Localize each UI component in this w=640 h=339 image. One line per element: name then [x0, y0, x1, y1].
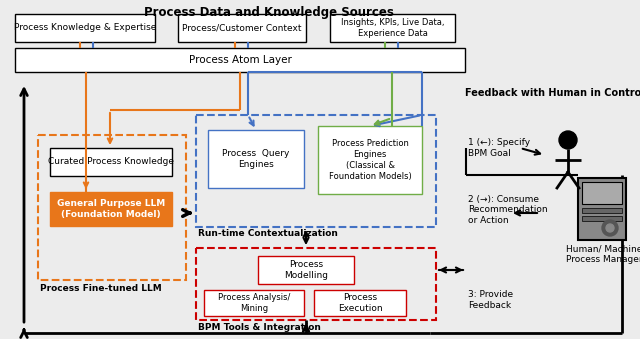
FancyBboxPatch shape [318, 126, 422, 194]
Text: Curated Process Knowledge: Curated Process Knowledge [48, 158, 174, 166]
Text: 2 (→): Consume
Recommendation
or Action: 2 (→): Consume Recommendation or Action [468, 195, 548, 225]
Circle shape [602, 220, 618, 236]
FancyBboxPatch shape [582, 216, 622, 221]
FancyBboxPatch shape [578, 178, 626, 240]
Text: Process
Modelling: Process Modelling [284, 260, 328, 280]
Text: Process  Query
Engines: Process Query Engines [222, 149, 290, 169]
Text: Process Prediction
Engines
(Classical &
Foundation Models): Process Prediction Engines (Classical & … [328, 139, 412, 181]
FancyBboxPatch shape [330, 14, 455, 42]
Text: Run-time Contextualization: Run-time Contextualization [198, 229, 338, 238]
FancyBboxPatch shape [15, 48, 465, 72]
Text: Process Fine-tuned LLM: Process Fine-tuned LLM [40, 284, 162, 293]
Text: Process/Customer Context: Process/Customer Context [182, 23, 301, 33]
Text: 1 (←): Specify
BPM Goal: 1 (←): Specify BPM Goal [468, 138, 530, 158]
Text: Process Atom Layer: Process Atom Layer [189, 55, 291, 65]
Circle shape [559, 131, 577, 149]
Text: Process Analysis/
Mining: Process Analysis/ Mining [218, 293, 290, 313]
Text: Human/ Machine
Process Manager: Human/ Machine Process Manager [566, 245, 640, 264]
FancyBboxPatch shape [582, 182, 622, 204]
FancyBboxPatch shape [178, 14, 306, 42]
Circle shape [606, 224, 614, 232]
Text: Process Knowledge & Expertise: Process Knowledge & Expertise [14, 23, 156, 33]
Text: 3: Provide
Feedback: 3: Provide Feedback [468, 290, 513, 310]
FancyBboxPatch shape [582, 208, 622, 213]
Text: Insights, KPIs, Live Data,
Experience Data: Insights, KPIs, Live Data, Experience Da… [340, 18, 444, 38]
Text: Process
Execution: Process Execution [338, 293, 382, 313]
FancyBboxPatch shape [314, 290, 406, 316]
FancyBboxPatch shape [208, 130, 304, 188]
FancyBboxPatch shape [50, 192, 172, 226]
Text: Feedback with Human in Control: Feedback with Human in Control [465, 88, 640, 98]
FancyBboxPatch shape [258, 256, 354, 284]
Text: General Purpose LLM
(Foundation Model): General Purpose LLM (Foundation Model) [57, 199, 165, 219]
Text: Process Data and Knowledge Sources: Process Data and Knowledge Sources [144, 6, 394, 19]
FancyBboxPatch shape [204, 290, 304, 316]
Text: BPM Tools & Integration: BPM Tools & Integration [198, 323, 321, 332]
FancyBboxPatch shape [15, 14, 155, 42]
FancyBboxPatch shape [50, 148, 172, 176]
